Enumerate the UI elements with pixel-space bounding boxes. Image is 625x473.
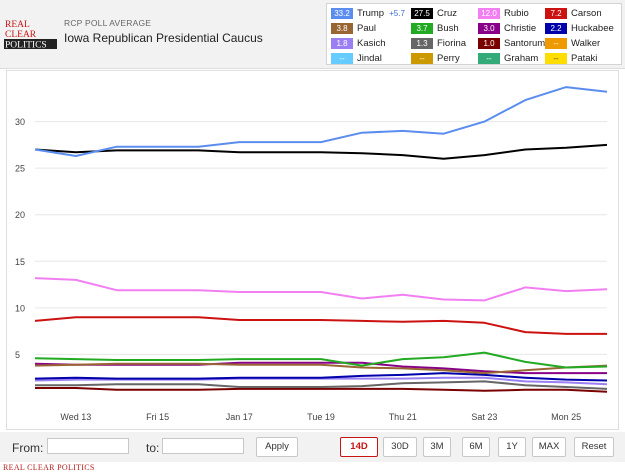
chart-title: Iowa Republican Presidential Caucus	[64, 31, 263, 45]
legend-item-huckabee[interactable]: 2.2 Huckabee	[545, 22, 614, 34]
legend-item-pataki[interactable]: -- Pataki	[545, 52, 597, 64]
legend-item-carson[interactable]: 7.2 Carson	[545, 7, 602, 19]
x-tick-label: Jan 17	[226, 412, 253, 422]
series-line-santorum	[35, 387, 608, 393]
y-tick-label: 25	[15, 164, 25, 174]
legend-label: Rubio	[504, 7, 529, 19]
legend-label: Santorum	[504, 37, 546, 49]
legend-item-fiorina[interactable]: 1.3 Fiorina	[411, 37, 466, 49]
legend-value: --	[411, 52, 433, 64]
legend-value: 7.2	[545, 7, 567, 19]
legend-item-jindal[interactable]: -- Jindal	[331, 52, 382, 64]
series-line-carson	[34, 316, 607, 335]
reset-button[interactable]: Reset	[574, 437, 614, 457]
legend-label: Christie	[504, 22, 537, 34]
legend-value: 33.2	[331, 7, 353, 19]
x-tick-label: Fri 15	[146, 412, 169, 422]
y-tick-label: 30	[15, 117, 25, 127]
legend-item-cruz[interactable]: 27.5 Cruz	[411, 7, 457, 19]
x-tick-label: Sat 23	[471, 412, 497, 422]
range-button-6m[interactable]: 6M	[462, 437, 490, 457]
legend-item-trump[interactable]: 33.2 Trump +5.7	[331, 7, 405, 19]
legend-value: 12.0	[478, 7, 500, 19]
legend-label: Trump	[357, 7, 385, 19]
range-button-1y[interactable]: 1Y	[498, 437, 526, 457]
legend-value: --	[478, 52, 500, 64]
legend-label: Walker	[571, 37, 601, 49]
footer-credit: REAL CLEAR POLITICS	[3, 463, 95, 472]
range-controls: From: to: Apply 14D 30D 3M 6M 1Y MAX Res…	[0, 432, 625, 462]
range-button-max[interactable]: MAX	[532, 437, 566, 457]
rcp-logo[interactable]: REAL CLEAR POLITICS	[4, 18, 57, 49]
series-line-trump	[34, 86, 608, 157]
series-line-paul	[34, 362, 608, 375]
legend-label: Jindal	[357, 52, 382, 64]
legend-value: 3.7	[411, 22, 433, 34]
legend-label: Graham	[504, 52, 539, 64]
legend: 33.2 Trump +5.7 27.5 Cruz 12.0 Rubio 7.2 Cars…	[326, 3, 622, 65]
legend-label: Fiorina	[437, 37, 467, 49]
from-label: From:	[12, 441, 44, 455]
legend-item-graham[interactable]: -- Graham	[478, 52, 538, 64]
plot-area: 5 10 15 20 25 30 Wed 13 Fri 15 Jan 17 Tue 19 Thu 2…	[6, 70, 619, 430]
legend-item-walker[interactable]: -- Walker	[545, 37, 600, 49]
logo-line-2: CLEAR	[5, 30, 37, 40]
legend-value: 27.5	[411, 7, 433, 19]
logo-line-1: REAL	[5, 20, 30, 30]
legend-value: 1.3	[411, 37, 433, 49]
x-tick-label: Mon 25	[551, 412, 581, 422]
legend-label: Bush	[437, 22, 459, 34]
legend-value: --	[331, 52, 353, 64]
legend-item-christie[interactable]: 3.0 Christie	[478, 22, 536, 34]
legend-change: +5.7	[389, 8, 405, 18]
legend-label: Kasich	[357, 37, 386, 49]
to-label: to:	[146, 441, 160, 455]
from-date-input[interactable]	[47, 438, 129, 454]
legend-label: Carson	[571, 7, 602, 19]
legend-value: 1.8	[331, 37, 353, 49]
logo-line-3: POLITICS	[5, 41, 47, 50]
legend-value: 3.8	[331, 22, 353, 34]
legend-value: 2.2	[545, 22, 567, 34]
x-tick-label: Wed 13	[60, 412, 91, 422]
y-tick-label: 15	[15, 257, 25, 267]
legend-item-kasich[interactable]: 1.8 Kasich	[331, 37, 386, 49]
chart-subtitle: RCP POLL AVERAGE	[64, 18, 152, 28]
chart-header: REAL CLEAR POLITICS RCP POLL AVERAGE Iow…	[0, 0, 625, 69]
legend-item-paul[interactable]: 3.8 Paul	[331, 22, 376, 34]
legend-value: --	[545, 37, 567, 49]
legend-label: Paul	[357, 22, 377, 34]
legend-item-rubio[interactable]: 12.0 Rubio	[478, 7, 529, 19]
series-line-fiorina	[35, 380, 608, 390]
apply-button[interactable]: Apply	[256, 437, 298, 457]
line-chart: 5 10 15 20 25 30 Wed 13 Fri 15 Jan 17 Tue 19 Thu 2…	[15, 86, 608, 422]
legend-label: Perry	[437, 52, 460, 64]
series-line-bush	[34, 351, 608, 369]
to-date-input[interactable]	[162, 438, 244, 454]
range-button-3m[interactable]: 3M	[423, 437, 451, 457]
x-tick-label: Tue 19	[307, 412, 335, 422]
y-tick-label: 20	[15, 210, 25, 220]
legend-value: 3.0	[478, 22, 500, 34]
legend-label: Huckabee	[571, 22, 614, 34]
range-button-14d[interactable]: 14D	[340, 437, 378, 457]
range-button-30d[interactable]: 30D	[383, 437, 417, 457]
series-line-cruz	[34, 143, 608, 160]
y-tick-label: 10	[15, 303, 25, 313]
x-tick-label: Thu 21	[389, 412, 417, 422]
legend-value: 1.0	[478, 37, 500, 49]
series-line-huckabee	[34, 372, 608, 382]
legend-item-santorum[interactable]: 1.0 Santorum	[478, 37, 545, 49]
legend-value: --	[545, 52, 567, 64]
y-tick-label: 5	[15, 350, 20, 360]
legend-label: Pataki	[571, 52, 598, 64]
legend-item-perry[interactable]: -- Perry	[411, 52, 460, 64]
legend-item-bush[interactable]: 3.7 Bush	[411, 22, 459, 34]
legend-label: Cruz	[437, 7, 458, 19]
series-line-rubio	[34, 277, 608, 302]
